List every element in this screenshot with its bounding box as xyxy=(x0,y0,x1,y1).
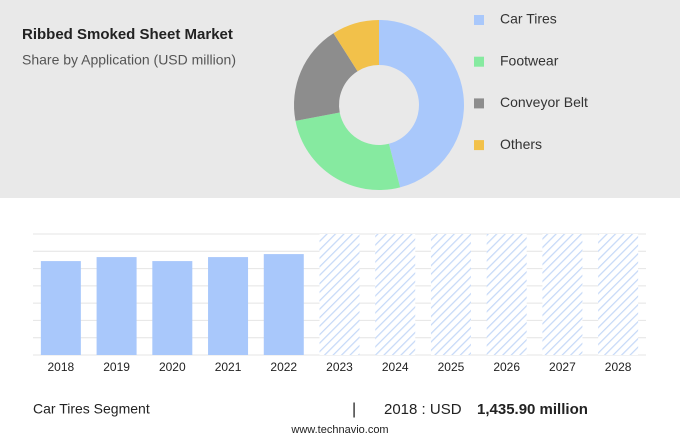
bar xyxy=(96,257,137,355)
legend-swatch xyxy=(474,56,484,67)
forecast-column xyxy=(375,234,416,355)
donut-segment xyxy=(333,20,379,72)
x-tick-label: 2023 xyxy=(326,360,353,374)
footer-website: www.technavio.com xyxy=(290,424,388,436)
forecast-column xyxy=(486,234,527,355)
chart-subtitle: Share by Application (USD million) xyxy=(22,52,236,68)
forecast-column xyxy=(319,234,360,355)
forecast-column xyxy=(542,234,583,355)
bar-chart: 2018 2019 2020 2021 2022 2023 2024 2025 2026 2027… xyxy=(40,234,639,374)
x-tick-label: 2021 xyxy=(215,360,242,374)
x-tick-label: 2019 xyxy=(103,360,130,374)
legend: Car Tires Footwear Conveyor Belt Others xyxy=(474,11,588,152)
footer-value: 1,435.90 million xyxy=(477,401,588,418)
forecast-column xyxy=(430,234,471,355)
donut xyxy=(294,20,465,190)
x-tick-label: 2018 xyxy=(48,360,75,374)
bar xyxy=(263,254,304,355)
legend-label: Others xyxy=(500,136,542,152)
x-tick-label: 2020 xyxy=(159,360,186,374)
x-tick-label: 2028 xyxy=(605,360,632,374)
bar xyxy=(152,261,193,355)
x-tick-label: 2027 xyxy=(549,360,576,374)
legend-swatch xyxy=(474,98,484,109)
donut-segment xyxy=(295,112,401,190)
footer-separator: | xyxy=(352,401,356,418)
footer-year: 2018 : USD xyxy=(384,401,462,418)
donut-segment xyxy=(379,20,465,188)
legend-label: Car Tires xyxy=(500,11,557,27)
bar xyxy=(208,257,249,355)
legend-label: Footwear xyxy=(500,52,559,68)
donut-segment xyxy=(294,33,358,121)
x-tick-label: 2025 xyxy=(438,360,465,374)
legend-swatch xyxy=(474,15,484,25)
legend-label: Conveyor Belt xyxy=(500,94,588,110)
x-tick-label: 2026 xyxy=(493,360,520,374)
chart-title: Ribbed Smoked Sheet Market xyxy=(22,26,233,43)
bar xyxy=(40,261,81,355)
footer-segment: Car Tires Segment xyxy=(33,401,150,417)
x-tick-label: 2022 xyxy=(270,360,297,374)
forecast-column xyxy=(598,234,639,355)
legend-swatch xyxy=(474,140,484,151)
x-tick-label: 2024 xyxy=(382,360,409,374)
